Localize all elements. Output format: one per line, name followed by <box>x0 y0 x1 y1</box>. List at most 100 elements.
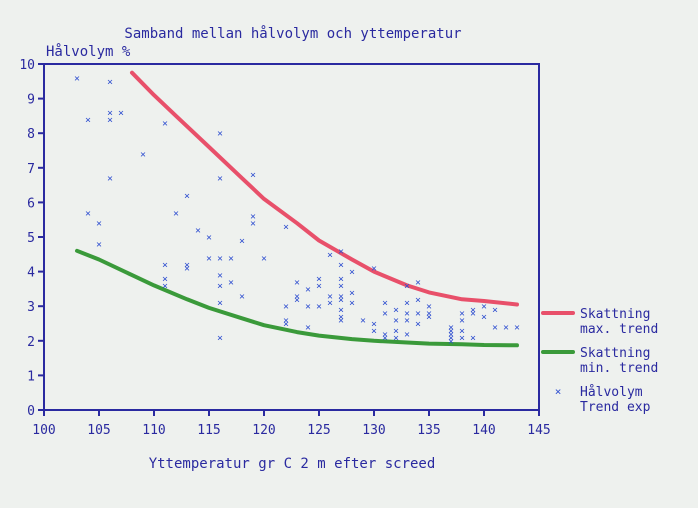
series-layer: ××××××××××××××××××××××××××××××××××××××××… <box>74 70 520 348</box>
data-point: × <box>217 333 223 344</box>
data-point: × <box>393 316 399 327</box>
data-point: × <box>283 319 289 330</box>
data-point: × <box>338 305 344 316</box>
data-point: × <box>426 302 432 313</box>
data-point: × <box>448 322 454 333</box>
data-point: × <box>470 309 476 320</box>
data-point: × <box>338 246 344 257</box>
data-point: × <box>459 333 465 344</box>
data-point: × <box>481 302 487 313</box>
x-axis-label: Yttemperatur gr C 2 m efter screed <box>149 456 436 472</box>
data-point: × <box>338 274 344 285</box>
data-point: × <box>107 174 113 185</box>
data-point: × <box>217 253 223 264</box>
x-tick-label: 115 <box>197 423 220 438</box>
data-point: × <box>228 253 234 264</box>
data-point: × <box>162 281 168 292</box>
data-point: × <box>393 305 399 316</box>
data-point: × <box>404 329 410 340</box>
data-point: × <box>448 336 454 347</box>
data-point: × <box>107 115 113 126</box>
y-tick-label: 4 <box>27 266 35 281</box>
data-point: × <box>470 333 476 344</box>
data-point: × <box>261 253 267 264</box>
data-point: × <box>338 316 344 327</box>
data-point: × <box>415 295 421 306</box>
x-tick-label: 130 <box>362 423 385 438</box>
data-point: × <box>250 212 256 223</box>
data-point: × <box>184 260 190 271</box>
data-point: × <box>239 236 245 247</box>
x-tick-label: 135 <box>417 423 440 438</box>
y-tick-label: 7 <box>27 162 35 177</box>
legend-text: Trend exp <box>580 400 651 415</box>
data-point: × <box>74 73 80 84</box>
data-point: × <box>85 208 91 219</box>
data-point: × <box>283 222 289 233</box>
data-point: × <box>426 312 432 323</box>
data-point: × <box>404 281 410 292</box>
trend-line-2 <box>75 248 519 348</box>
data-point: × <box>481 312 487 323</box>
data-point: × <box>338 291 344 302</box>
data-point: × <box>184 264 190 275</box>
data-point: × <box>371 326 377 337</box>
data-point: × <box>360 316 366 327</box>
legend-text: min. trend <box>580 361 658 376</box>
data-point: × <box>217 281 223 292</box>
data-point: × <box>338 295 344 306</box>
data-point: × <box>415 309 421 320</box>
data-point: × <box>294 295 300 306</box>
data-point: × <box>349 288 355 299</box>
y-tick-label: 6 <box>27 196 35 211</box>
data-point: × <box>96 239 102 250</box>
data-point: × <box>228 277 234 288</box>
y-tick-label: 0 <box>27 404 35 419</box>
data-point: × <box>503 322 509 333</box>
data-point: × <box>162 260 168 271</box>
data-point: × <box>382 309 388 320</box>
data-point: × <box>470 305 476 316</box>
data-point: × <box>426 309 432 320</box>
data-point: × <box>404 316 410 327</box>
data-point: × <box>195 226 201 237</box>
data-point: × <box>250 219 256 230</box>
data-point: × <box>448 333 454 344</box>
x-tick-label: 100 <box>32 423 55 438</box>
data-point: × <box>107 77 113 88</box>
data-point: × <box>492 322 498 333</box>
y-tick-label: 5 <box>27 231 35 246</box>
data-point: × <box>349 267 355 278</box>
data-point: × <box>338 260 344 271</box>
y-tick-label: 1 <box>27 369 35 384</box>
data-point: × <box>338 312 344 323</box>
y-tick-label: 9 <box>27 93 35 108</box>
data-point: × <box>459 309 465 320</box>
x-axis-ticks: 100 105 110 115 120 125 130 135 140 145 <box>32 410 551 438</box>
data-point: × <box>316 302 322 313</box>
data-point: × <box>173 208 179 219</box>
data-point: × <box>415 319 421 330</box>
data-point: × <box>514 322 520 333</box>
x-tick-label: 140 <box>472 423 495 438</box>
legend-text: max. trend <box>580 322 658 337</box>
data-point: × <box>382 333 388 344</box>
data-point: × <box>305 302 311 313</box>
x-tick-label: 110 <box>142 423 165 438</box>
data-point: × <box>327 298 333 309</box>
y-axis-label: Hålvolym % <box>46 43 131 60</box>
data-point: × <box>382 298 388 309</box>
trend-line-1 <box>130 70 519 307</box>
data-point: × <box>217 129 223 140</box>
chart-title: Samband mellan hålvolym och yttemperatur <box>124 25 461 42</box>
y-tick-label: 2 <box>27 335 35 350</box>
data-point: × <box>316 274 322 285</box>
data-point: × <box>96 219 102 230</box>
data-point: × <box>371 264 377 275</box>
data-point: × <box>206 253 212 264</box>
legend-text: Skattning <box>580 346 650 361</box>
data-point: × <box>349 298 355 309</box>
data-point: × <box>404 298 410 309</box>
